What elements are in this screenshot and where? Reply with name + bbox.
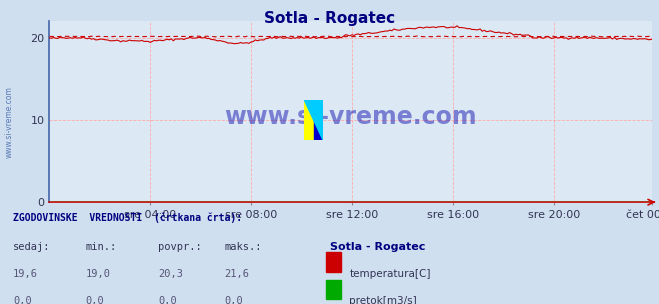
Text: maks.:: maks.:	[224, 242, 262, 252]
Text: povpr.:: povpr.:	[158, 242, 202, 252]
Text: www.si-vreme.com: www.si-vreme.com	[5, 86, 14, 157]
Text: 19,6: 19,6	[13, 269, 38, 279]
Text: 0,0: 0,0	[224, 296, 243, 304]
Text: 0,0: 0,0	[158, 296, 177, 304]
Text: temperatura[C]: temperatura[C]	[349, 269, 431, 279]
Text: 0,0: 0,0	[13, 296, 32, 304]
Text: www.si-vreme.com: www.si-vreme.com	[225, 105, 477, 129]
Text: 20,3: 20,3	[158, 269, 183, 279]
Text: sedaj:: sedaj:	[13, 242, 51, 252]
Text: pretok[m3/s]: pretok[m3/s]	[349, 296, 417, 304]
Text: min.:: min.:	[86, 242, 117, 252]
Text: 0,0: 0,0	[86, 296, 104, 304]
Text: 19,0: 19,0	[86, 269, 111, 279]
Text: ZGODOVINSKE  VREDNOSTI  (črtkana črta):: ZGODOVINSKE VREDNOSTI (črtkana črta):	[13, 213, 243, 223]
Bar	[314, 100, 323, 140]
Polygon shape	[304, 100, 323, 140]
Text: Sotla - Rogatec: Sotla - Rogatec	[264, 11, 395, 26]
Text: 21,6: 21,6	[224, 269, 249, 279]
Text: Sotla - Rogatec: Sotla - Rogatec	[330, 242, 425, 252]
